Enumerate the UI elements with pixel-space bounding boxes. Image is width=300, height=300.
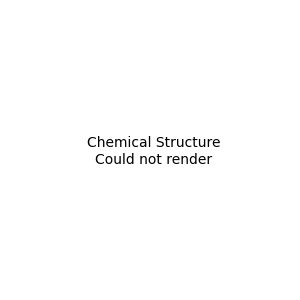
Text: Chemical Structure
Could not render: Chemical Structure Could not render [87,136,220,166]
